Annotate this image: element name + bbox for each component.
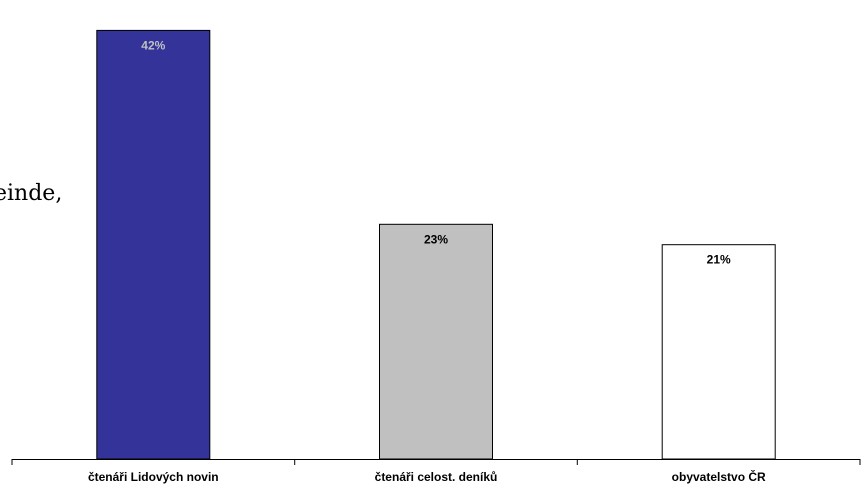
x-tick-label: obyvatelstvo ČR: [672, 469, 766, 484]
bar: [96, 29, 211, 460]
data-label: 21%: [707, 253, 731, 267]
side-text: einde,: [0, 181, 63, 206]
data-label: 42%: [141, 38, 165, 52]
x-tick-label: čtenáři celost. deníků: [375, 470, 498, 484]
data-label: 23%: [424, 232, 448, 246]
bar: [379, 223, 493, 460]
bar: [661, 244, 776, 460]
x-tick-label: čtenáři Lidových novin: [88, 470, 219, 484]
